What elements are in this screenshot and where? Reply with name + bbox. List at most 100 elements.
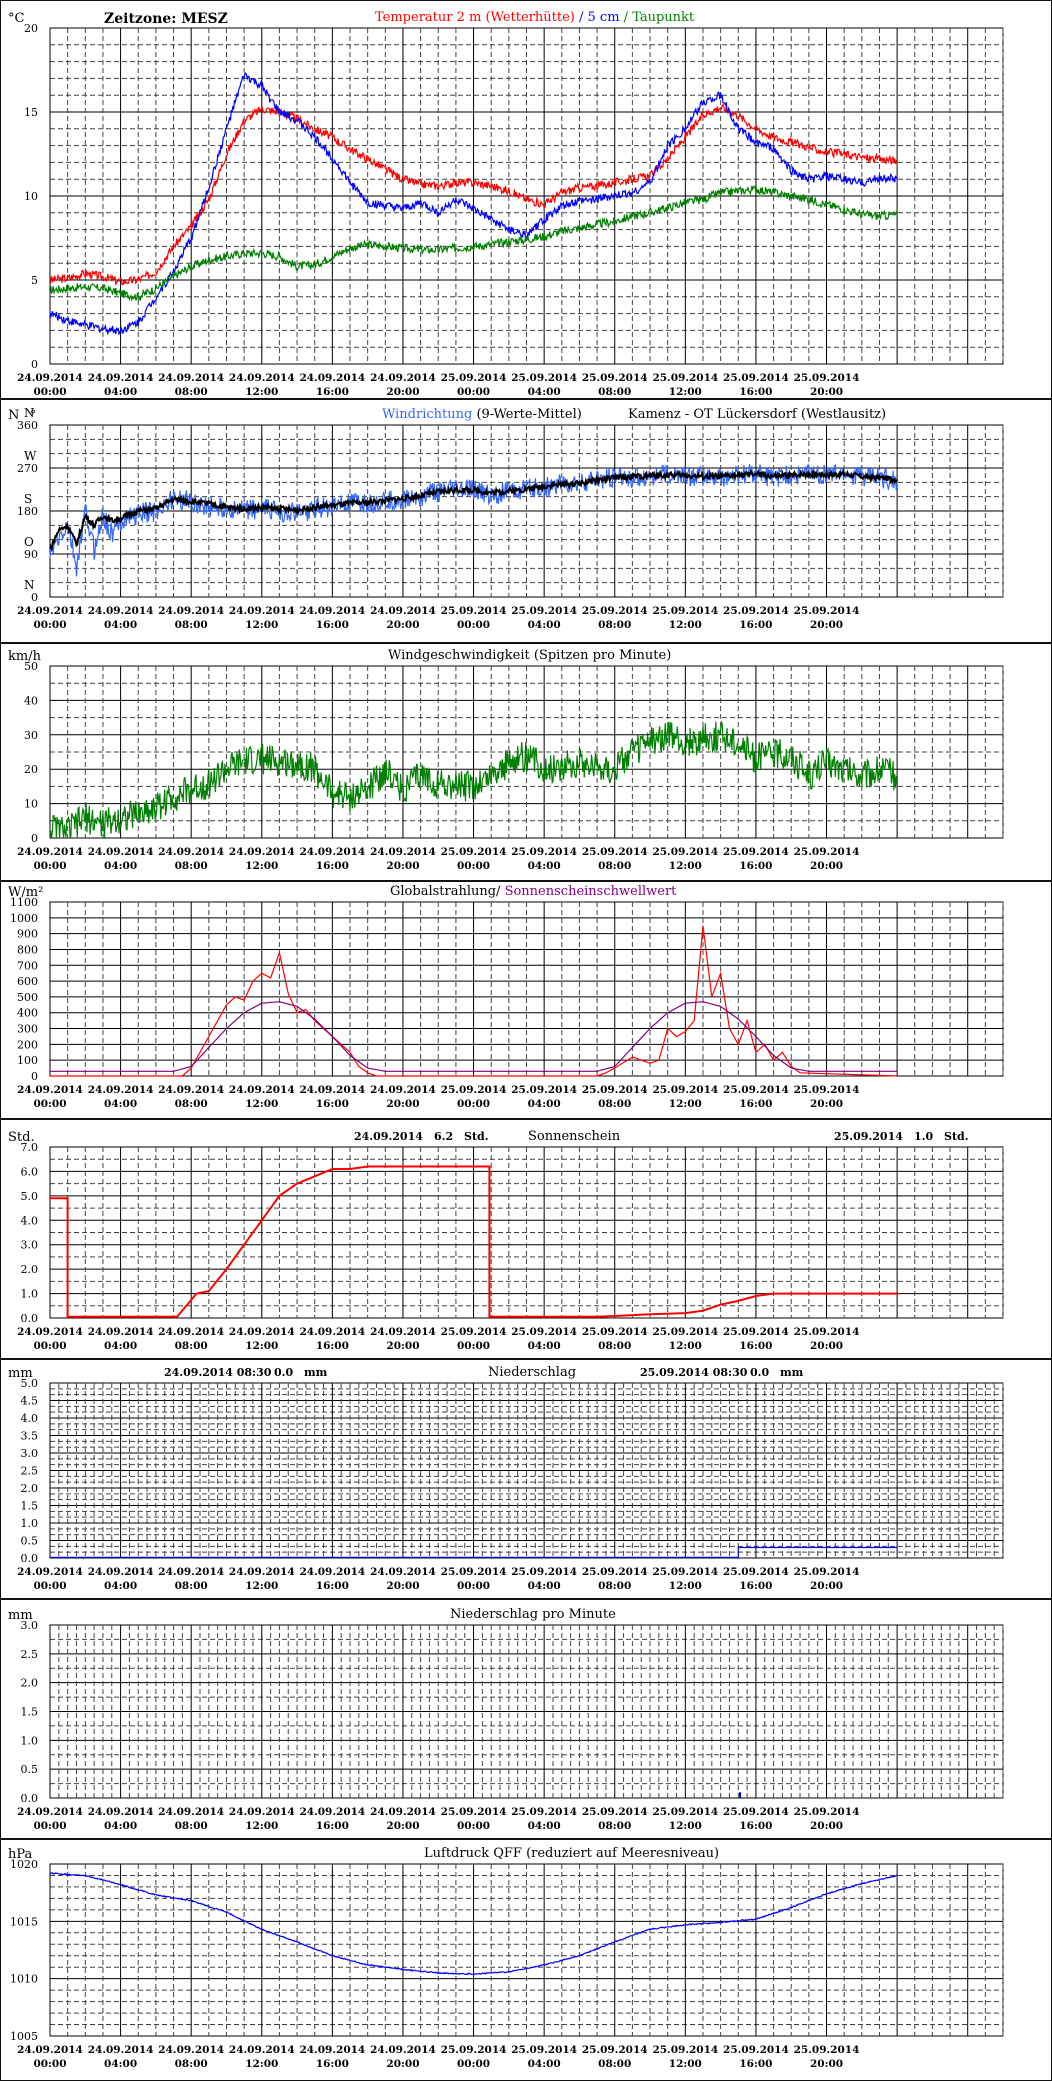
x-tick-time: 16:00: [316, 1820, 349, 1832]
summary-unit: mm: [780, 1366, 804, 1379]
x-tick-date: 25.09.2014: [441, 1326, 507, 1338]
summary-value: 6.2: [434, 1130, 453, 1143]
y-tick-label: 0.5: [21, 1535, 39, 1548]
x-tick-date: 24.09.2014: [88, 1326, 154, 1338]
x-tick-time: 08:00: [598, 1098, 631, 1110]
chart-radiation: 0 100 200 300 400 500 600 700 800 900 1000 1100 24.0…: [8, 884, 1004, 1110]
chart-windspeed: 0 10 20 30 40 50 24.09.2014 00:00 24.09.2014 04:0…: [8, 648, 1004, 872]
x-tick-date: 25.09.2014: [511, 846, 577, 858]
x-tick-date: 24.09.2014: [17, 372, 83, 384]
summary-unit: Std.: [464, 1130, 489, 1143]
x-tick-time: 16:00: [739, 386, 772, 398]
summary-1: 25.09.2014 1.0 Std.: [834, 1130, 969, 1143]
x-tick-time: 20:00: [810, 860, 843, 872]
panel-pressure: 1005 1010 1015 1020 24.09.2014 00:00 24.09.201…: [0, 1840, 1052, 2081]
panel-radiation: 0 100 200 300 400 500 600 700 800 900 1000 1100 24.0…: [0, 882, 1052, 1118]
y-tick-label: 2.0: [21, 1677, 39, 1690]
y-tick-label: 1.5: [21, 1500, 39, 1513]
x-tick-time: 20:00: [810, 1098, 843, 1110]
x-tick-date: 24.09.2014: [88, 2044, 154, 2056]
x-tick-date: 24.09.2014: [17, 846, 83, 858]
x-tick-date: 24.09.2014: [17, 2044, 83, 2056]
x-tick-time: 04:00: [528, 860, 561, 872]
x-tick-time: 12:00: [669, 2058, 702, 2070]
x-tick-time: 08:00: [175, 619, 208, 631]
x-tick-date: 24.09.2014: [299, 846, 365, 858]
series-line: [49, 185, 898, 302]
x-tick-date: 24.09.2014: [370, 1326, 436, 1338]
x-tick-date: 25.09.2014: [441, 372, 507, 384]
series-radiation-0: [50, 925, 898, 1077]
x-tick-date: 25.09.2014: [723, 2044, 789, 2056]
series-precip-0: [50, 1546, 898, 1558]
x-tick-time: 08:00: [175, 860, 208, 872]
unit-label: W/m²: [8, 885, 43, 900]
x-tick-date: 25.09.2014: [723, 1806, 789, 1818]
x-tick-time: 00:00: [33, 2058, 66, 2070]
x-tick-time: 20:00: [810, 2058, 843, 2070]
panel-separator: [0, 1598, 1052, 1600]
x-tick-date: 24.09.2014: [370, 846, 436, 858]
x-tick-time: 12:00: [669, 1580, 702, 1592]
x-tick-time: 00:00: [457, 1820, 490, 1832]
x-tick-time: 04:00: [104, 2058, 137, 2070]
x-tick-date: 25.09.2014: [794, 372, 860, 384]
x-tick-date: 25.09.2014: [511, 2044, 577, 2056]
y-tick-label: 20: [24, 763, 38, 776]
x-tick-date: 25.09.2014: [582, 605, 648, 617]
x-tick-date: 25.09.2014: [441, 1084, 507, 1096]
y-tick-label: 600: [17, 975, 38, 988]
x-tick-time: 12:00: [245, 860, 278, 872]
x-tick-date: 25.09.2014: [652, 1806, 718, 1818]
x-tick-time: 12:00: [669, 386, 702, 398]
panel-separator: [0, 1838, 1052, 1840]
series-radiation-1: [50, 1001, 898, 1072]
x-tick-date: 24.09.2014: [229, 1084, 295, 1096]
x-tick-date: 24.09.2014: [158, 1326, 224, 1338]
x-tick-date: 24.09.2014: [370, 1566, 436, 1578]
series-winddirection-0: [49, 463, 898, 577]
y-tick-label: 3.0: [21, 1619, 39, 1632]
unit-label-right: °: [30, 408, 36, 422]
y-tick-label: 40: [24, 694, 38, 707]
x-tick-time: 08:00: [598, 1340, 631, 1352]
chart-title: Windrichtung (9-Werte-Mittel): [382, 407, 582, 422]
x-tick-time: 00:00: [457, 619, 490, 631]
x-tick-time: 16:00: [316, 619, 349, 631]
unit-label: °C: [8, 11, 25, 26]
chart-precip: 0.0 0.5 1.0 1.5 2.0 2.5 3.0 3.5 4.0 4.5 5.0 24.09.2…: [8, 1365, 1004, 1592]
title-part: Globalstrahlung/: [390, 884, 505, 899]
x-tick-time: 16:00: [316, 2058, 349, 2070]
x-tick-date: 24.09.2014: [229, 846, 295, 858]
x-tick-time: 04:00: [104, 1820, 137, 1832]
x-tick-date: 25.09.2014: [794, 1084, 860, 1096]
y-tick-label: 500: [17, 991, 38, 1004]
y-tick-label: 5: [31, 274, 38, 287]
x-tick-time: 04:00: [528, 2058, 561, 2070]
chart-title: Temperatur 2 m (Wetterhütte) / 5 cm / Ta…: [375, 10, 695, 25]
x-tick-time: 00:00: [457, 1580, 490, 1592]
series-temperature-2: [49, 185, 898, 302]
x-tick-time: 12:00: [245, 619, 278, 631]
x-tick-date: 24.09.2014: [299, 605, 365, 617]
x-tick-time: 00:00: [457, 1098, 490, 1110]
y-tick-label: 360: [17, 419, 38, 432]
chart-title: Sonnenschein: [528, 1129, 621, 1144]
x-tick-date: 24.09.2014: [88, 846, 154, 858]
x-tick-time: 16:00: [739, 2058, 772, 2070]
unit-label: Std.: [8, 1130, 35, 1145]
y-tick-label: 1.0: [21, 1288, 39, 1301]
title-left: Zeitzone: MESZ: [104, 11, 228, 27]
x-tick-date: 24.09.2014: [299, 372, 365, 384]
x-tick-time: 16:00: [316, 386, 349, 398]
x-tick-date: 24.09.2014: [299, 1566, 365, 1578]
x-tick-time: 04:00: [104, 619, 137, 631]
x-tick-time: 04:00: [104, 386, 137, 398]
y-tick-label: 700: [17, 959, 38, 972]
x-tick-time: 04:00: [104, 1580, 137, 1592]
summary-value: 0.0: [750, 1366, 769, 1379]
y-tick-label: 1005: [10, 2030, 38, 2043]
series-line: [50, 1001, 898, 1072]
y-tick-label: 0.5: [21, 1763, 39, 1776]
y-tick-label: 90: [24, 548, 38, 561]
